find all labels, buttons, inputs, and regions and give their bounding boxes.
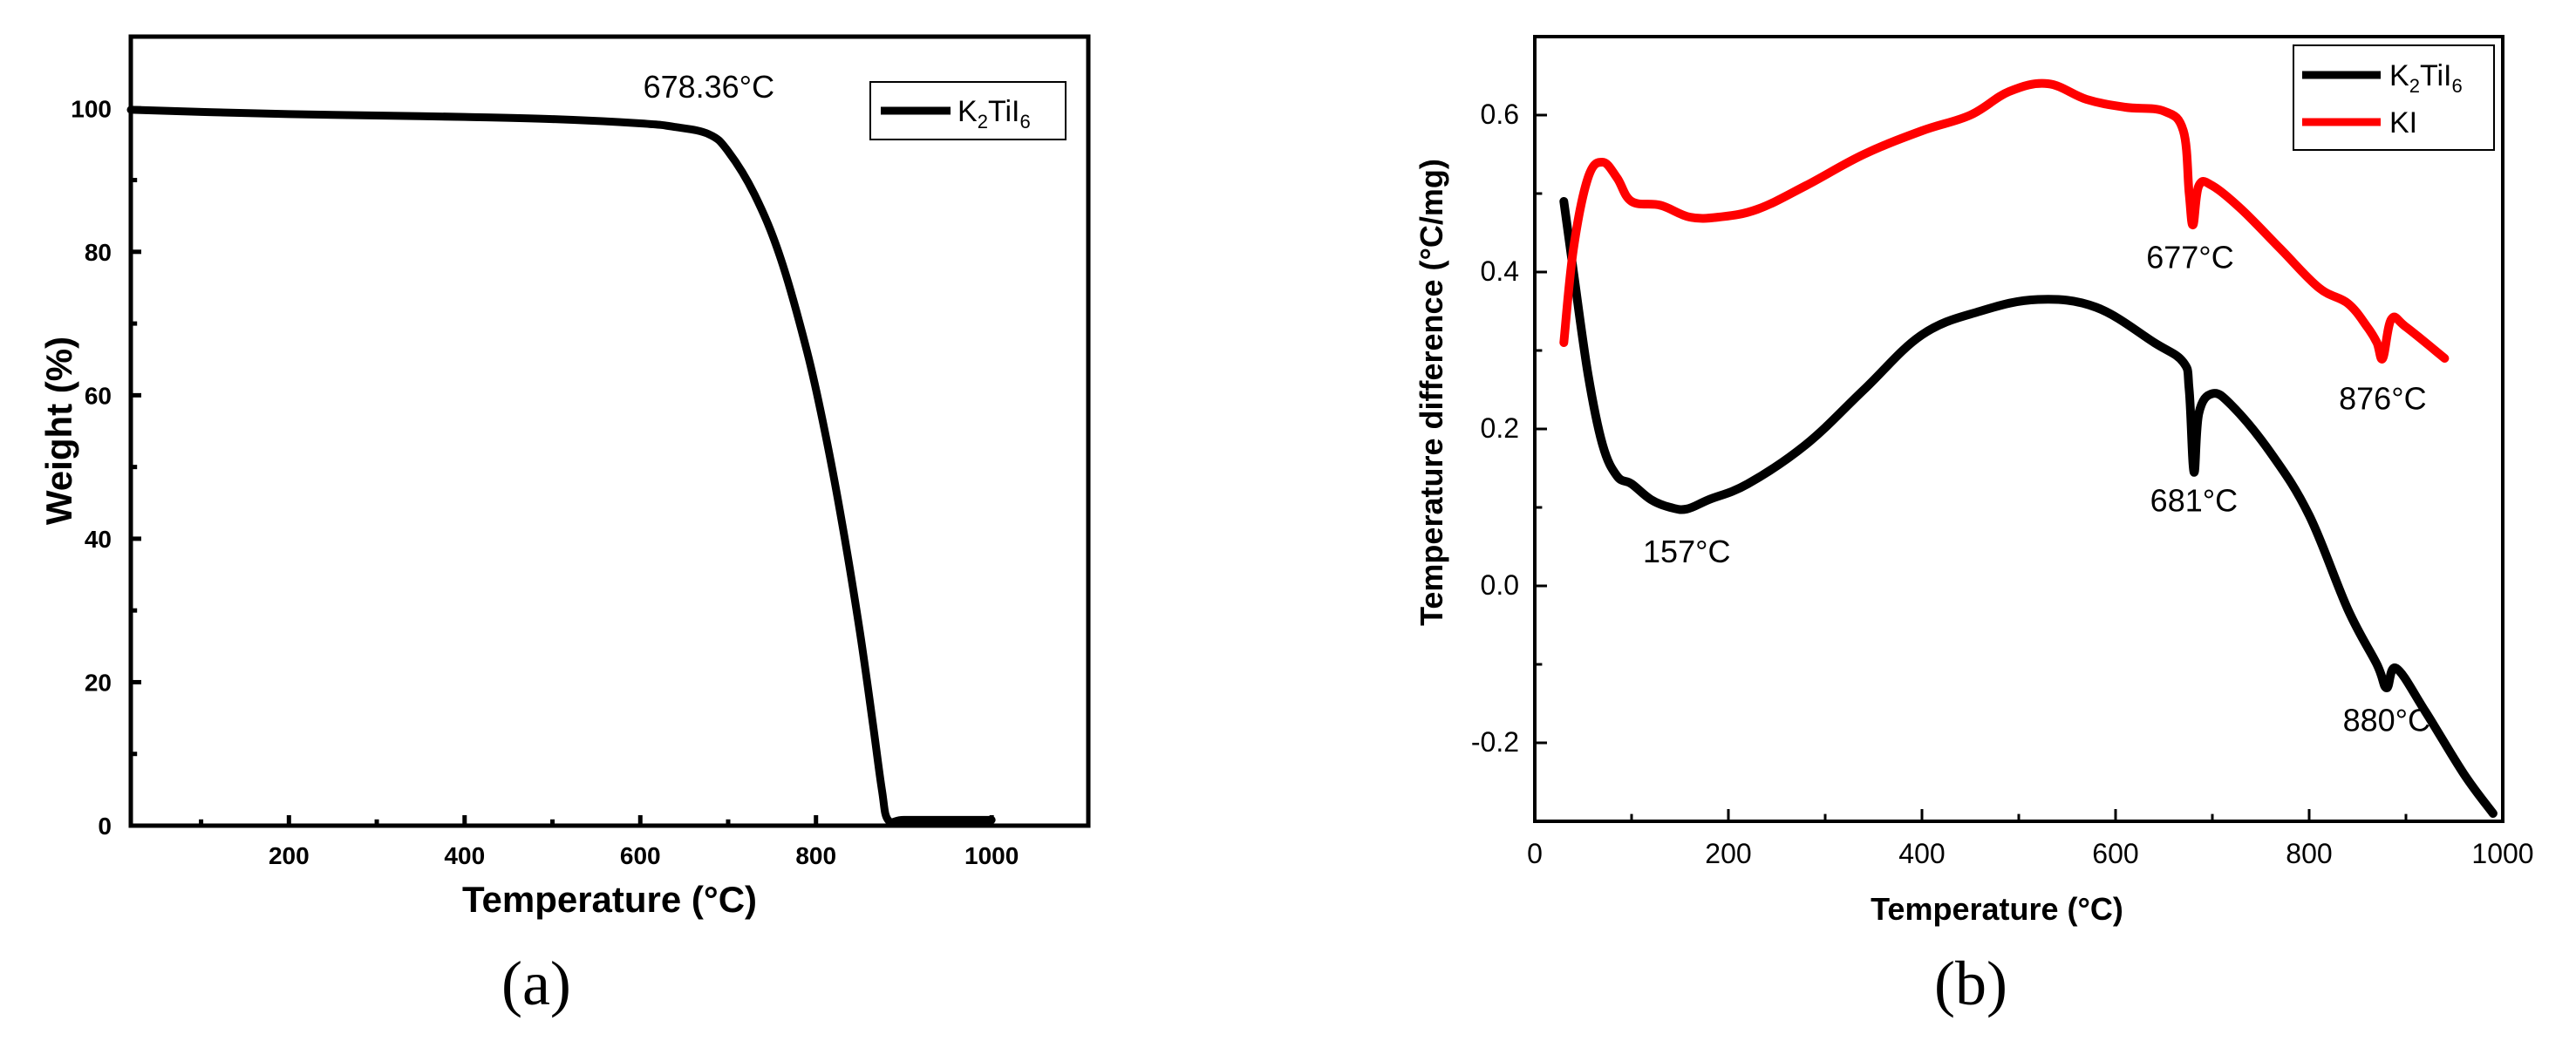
panel-b-x-tick-label: 800 [2286,838,2332,869]
panel-a-ticks [131,105,994,828]
panel-b-tick-labels: 0 200 400 600 800 1000 -0.2 0.0 0.2 0.4 0.6 [1471,99,2534,869]
panel-b-legend: K2TiI6 KI [2293,44,2495,151]
panel-a-y-tick-label: 0 [98,813,112,840]
panel-a-y-tick-label: 20 [85,669,112,696]
panel-b-y-tick-label: 0.6 [1481,99,1519,130]
panel-b-x-tick-label: 0 [1527,838,1543,869]
panel-b-annotation: 677°C [2146,240,2233,276]
panel-b-annotation: 876°C [2339,381,2426,417]
legend-k: K [957,95,978,128]
panel-a-annotation: 678.36°C [644,69,775,105]
legend-b-tii: TiI [2420,59,2452,92]
panel-b-annotations: 157°C 681°C 677°C 876°C 880°C [1643,240,2430,738]
panel-b-chart: 0 200 400 600 800 1000 -0.2 0.0 0.2 0.4 0.6 Temper… [1414,35,2534,1018]
legend-tii: TiI [988,95,1020,128]
panel-a-legend-label-k2tii6: K2TiI6 [957,95,1031,133]
panel-b-x-tick-label: 600 [2092,838,2138,869]
panel-b-x-tick-label: 200 [1705,838,1751,869]
panel-b-series-k2tii6-line [1559,197,2498,818]
panel-b-x-tick-label: 400 [1898,838,1945,869]
panel-b-y-tick-label: 0.4 [1481,255,1519,287]
panel-a-label: (a) [501,949,571,1018]
panel-a-legend: K2TiI6 [869,81,1067,140]
panel-a-y-tick-label: 60 [85,382,112,409]
panel-b-series [1559,78,2498,818]
panel-a-y-tick-label: 80 [85,239,112,266]
panel-a-x-axis-label: Temperature (°C) [462,879,757,920]
legend-b-k: K [2389,59,2409,92]
panel-b-x-axis-label: Temperature (°C) [1871,891,2123,927]
legend-sub-2: 2 [978,111,988,133]
panel-b-annotation: 681°C [2150,483,2238,519]
panel-b-legend-label-k2tii6: K2TiI6 [2389,59,2463,97]
panel-a-series-k2tii6-line [126,105,996,827]
panel-b-annotation: 880°C [2343,703,2430,738]
panel-b-legend-box [2293,44,2495,151]
panel-b-y-axis-label: Temperature difference (°C/mg) [1414,159,1449,626]
panel-a-y-tick-label: 40 [85,526,112,553]
panel-a-y-axis-label: Weight (%) [38,337,79,525]
panel-a-x-tick-label: 400 [444,842,485,869]
panel-b-label: (b) [1934,949,2007,1018]
panel-b-annotation: 157°C [1643,534,1730,569]
panel-a-chart: 200 400 600 800 1000 0 20 40 60 80 100 Temperature… [38,34,1091,1018]
panel-a-x-tick-label: 200 [269,842,310,869]
panel-a-y-tick-label: 100 [71,95,112,122]
panel-b-x-tick-label: 1000 [2471,838,2533,869]
panel-a-x-tick-label: 1000 [964,842,1019,869]
panel-a-x-tick-label: 600 [620,842,661,869]
legend-b-sub-2: 2 [2409,75,2420,97]
panel-a-tick-labels: 200 400 600 800 1000 0 20 40 60 80 100 [71,95,1019,869]
panel-b-plot-frame [1533,35,2504,823]
panel-b-y-tick-label: 0.0 [1481,569,1519,601]
panel-b-legend-label-ki: KI [2389,106,2417,139]
panel-a-annotations: 678.36°C [644,69,775,105]
panel-a-x-tick-label: 800 [795,842,836,869]
panel-b-y-tick-label: -0.2 [1471,726,1519,758]
legend-sub-6: 6 [1019,111,1030,133]
panel-b-series-ki-line [1559,78,2450,364]
legend-b-sub-6: 6 [2451,75,2462,97]
panel-a-plot-frame [128,34,1091,828]
panel-a-series [126,105,996,827]
panel-b-y-tick-label: 0.2 [1481,412,1519,444]
